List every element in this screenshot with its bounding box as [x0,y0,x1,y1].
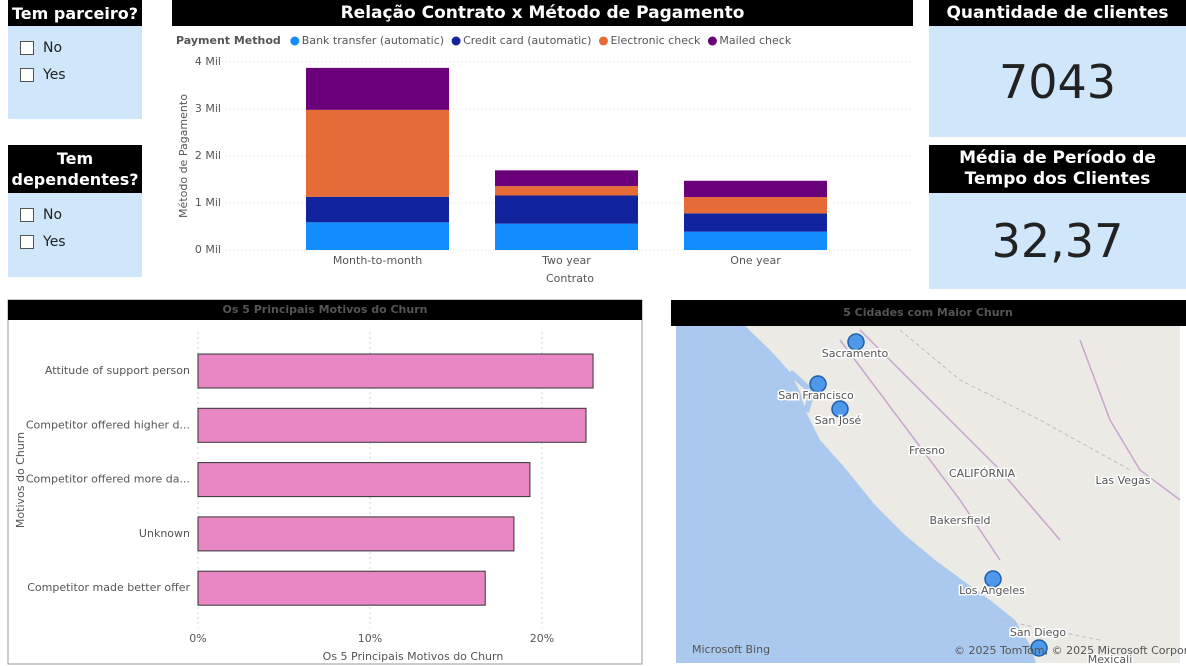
card-title: Média de Período de Tempo dos Clientes [929,145,1186,193]
x-axis-title: Contrato [546,272,594,285]
bar-segment [306,222,449,250]
option-label: No [43,207,63,223]
slicer-body: No Yes [8,193,142,277]
bar-segment [495,195,638,224]
y-axis-title: Motivos do Churn [14,432,27,528]
y-tick-label: Competitor offered higher d... [26,418,190,431]
x-tick-label: Month-to-month [333,254,422,267]
legend-marker [290,36,300,46]
map-bay [787,369,816,413]
slicer-title: Tem parceiro? [8,0,142,26]
place-label: Bakersfield [929,514,990,527]
place-label: Las Vegas [1096,474,1151,487]
bar [197,407,587,443]
bar-segment [684,213,827,232]
chart-title: Os 5 Principais Motivos do Churn [223,303,428,316]
card-title: Quantidade de clientes [929,0,1186,26]
bar-segment [306,196,449,223]
map-roads [839,329,1181,561]
x-tick-label: One year [730,254,781,267]
place-label: San Francisco [778,389,854,402]
x-tick-label: 10% [358,632,382,645]
y-tick-label: Attitude of support person [45,364,190,377]
y-tick-label: Unknown [139,527,190,540]
y-tick-label: 1 Mil [195,196,221,209]
x-tick-label: 0% [189,632,206,645]
map-frame [676,326,1181,663]
bar [197,353,594,389]
city-bubble [809,375,827,393]
bar [197,570,486,606]
legend-label: Electronic check [610,34,701,47]
city-bubble [984,570,1002,588]
bar-segment [306,109,449,197]
legend-label: Bank transfer (automatic) [302,34,444,47]
slicer-option[interactable]: Yes [20,67,66,83]
checkbox[interactable] [20,208,34,222]
place-label: CALIFÓRNIA [949,467,1016,480]
x-axis-title: Os 5 Principais Motivos do Churn [323,650,504,663]
slicer-option[interactable]: No [20,207,62,223]
y-tick-label: 2 Mil [195,149,221,162]
city-bubble [1030,639,1048,657]
card-value: 32,37 [929,193,1186,289]
legend-marker [707,36,717,46]
slicer-option[interactable]: Yes [20,234,66,250]
place-label: Mexicali [1088,653,1133,666]
bar-segment [495,170,638,187]
checkbox[interactable] [20,41,34,55]
checkbox[interactable] [20,68,34,82]
slicer-title: Tem dependentes? [8,145,142,193]
y-tick-label: 0 Mil [195,243,221,256]
x-tick-label: Two year [541,254,591,267]
x-tick-label: 20% [530,632,554,645]
slicer-option[interactable]: No [20,40,62,56]
city-bubble [847,333,865,351]
legend-label: Credit card (automatic) [463,34,591,47]
bar-segment [495,186,638,196]
legend-label: Mailed check [719,34,791,47]
y-tick-label: Competitor made better offer [27,581,190,594]
option-label: No [43,40,63,56]
y-axis-title: Método de Pagamento [177,94,190,218]
card-value: 7043 [929,26,1186,137]
map-borders [899,329,1131,641]
place-label: Los Angeles [959,584,1025,597]
map-title-bar [671,300,1186,326]
legend-marker [598,36,608,46]
bar-segment [684,197,827,214]
map-ocean [676,326,1036,663]
chart-title: Relação Contrato x Método de Pagamento [172,0,913,26]
map-logo: Microsoft Bing [692,643,770,656]
legend-marker [451,36,461,46]
place-label: San José [815,414,862,427]
bar [197,462,531,498]
map-attribution: © 2025 TomTom, © 2025 Microsoft Corporat… [954,644,1186,657]
map-title: 5 Cidades com Maior Churn [843,306,1013,319]
place-label: Fresno [909,444,945,457]
option-label: Yes [43,67,66,83]
y-tick-label: 3 Mil [195,102,221,115]
place-label: San Diego [1010,626,1066,639]
chart-title-bar [8,300,642,320]
slicer-body: No Yes [8,26,142,119]
y-tick-label: Competitor offered more da... [26,473,190,486]
city-bubble [831,400,849,418]
y-tick-label: 4 Mil [195,55,221,68]
bar-segment [684,231,827,250]
bar-segment [495,223,638,250]
legend-title: Payment Method [176,34,281,47]
place-label: Sacramento [822,347,889,360]
bar-segment [306,67,449,110]
bar [197,516,515,552]
checkbox[interactable] [20,235,34,249]
option-label: Yes [43,234,66,250]
bar-segment [684,180,827,198]
